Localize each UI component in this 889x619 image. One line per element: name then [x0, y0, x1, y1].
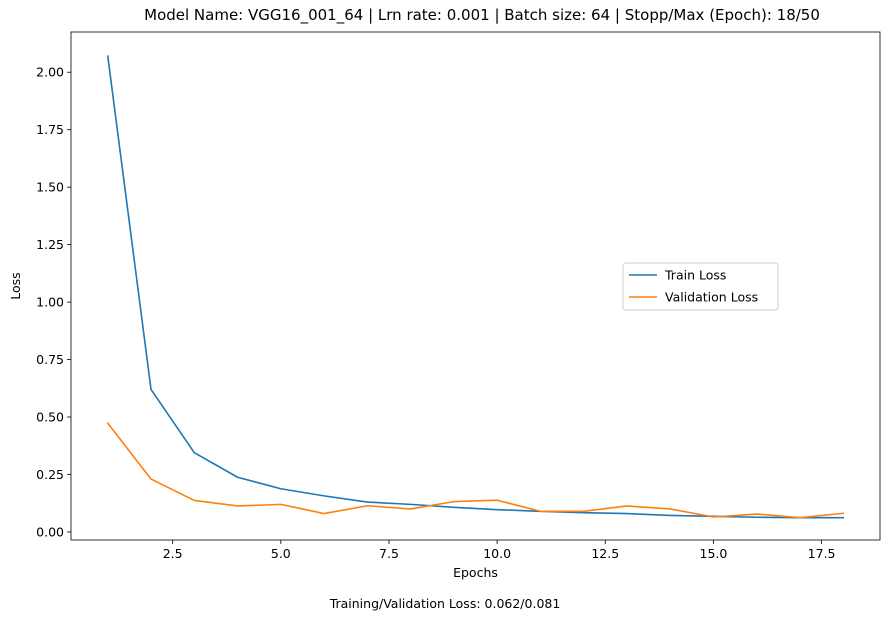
legend: Train Loss Validation Loss — [622, 262, 779, 311]
y-tick-label: 2.00 — [36, 65, 64, 80]
x-tick-label: 10.0 — [483, 546, 511, 561]
y-tick-label: 0.75 — [36, 352, 64, 367]
x-tick-label: 17.5 — [808, 546, 836, 561]
x-tick-label: 15.0 — [700, 546, 728, 561]
x-axis: 2.5 5.0 7.5 10.0 12.5 15.0 17.5 — [163, 540, 836, 561]
chart-title: Model Name: VGG16_001_64 | Lrn rate: 0.0… — [144, 6, 820, 25]
legend-box — [622, 262, 779, 311]
plot-area — [70, 31, 881, 541]
series-layer — [106, 55, 845, 519]
x-tick-label: 7.5 — [379, 546, 399, 561]
footer-loss-summary: Training/Validation Loss: 0.062/0.081 — [329, 596, 561, 611]
series-line-validation-loss — [106, 422, 845, 519]
y-tick-label: 0.25 — [36, 467, 64, 482]
x-tick-label: 2.5 — [163, 546, 183, 561]
y-tick-label: 1.00 — [36, 295, 64, 310]
y-tick-label: 0.50 — [36, 410, 64, 425]
x-tick-label: 12.5 — [591, 546, 619, 561]
legend-label: Validation Loss — [665, 290, 758, 305]
y-tick-label: 1.25 — [36, 237, 64, 252]
legend-label: Train Loss — [664, 268, 726, 283]
y-tick-label: 1.75 — [36, 122, 64, 137]
y-axis: 0.00 0.25 0.50 0.75 1.00 1.25 1.50 1.75 2.00 — [36, 65, 71, 539]
x-axis-label: Epochs — [453, 565, 498, 580]
x-tick-label: 5.0 — [271, 546, 291, 561]
y-tick-label: 1.50 — [36, 180, 64, 195]
y-axis-label: Loss — [8, 272, 23, 299]
y-tick-label: 0.00 — [36, 524, 64, 539]
